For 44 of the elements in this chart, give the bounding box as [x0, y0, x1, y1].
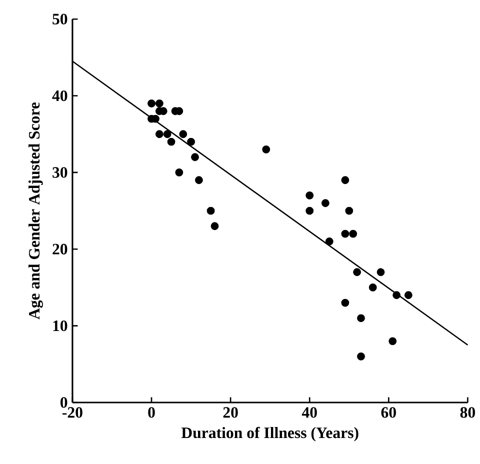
point	[194, 176, 203, 184]
y-axis-title: Age and Gender Adjusted Score	[28, 102, 43, 320]
point	[325, 237, 334, 246]
point	[179, 130, 188, 138]
y-tick-label: 20	[52, 244, 68, 254]
point	[206, 206, 215, 215]
point	[368, 283, 377, 292]
point	[167, 138, 176, 146]
y-tick-label: 50	[52, 14, 68, 24]
x-tick-label: -20	[62, 406, 82, 418]
point	[306, 191, 314, 200]
point	[306, 206, 314, 215]
point	[388, 336, 397, 345]
x-tick-label: 80	[460, 406, 476, 418]
x-tick-label: 40	[302, 406, 317, 418]
point	[187, 138, 195, 146]
point	[357, 314, 365, 322]
point	[341, 176, 350, 184]
y-tick-label: 30	[52, 166, 68, 178]
point	[353, 268, 361, 276]
x-tick-label: 20	[223, 406, 238, 418]
x-axis-title: Duration of Illness (Years)	[181, 426, 358, 442]
point	[191, 152, 199, 161]
point	[341, 230, 350, 238]
point	[404, 290, 412, 299]
point	[349, 230, 358, 238]
point	[262, 145, 270, 154]
x-tick-label: 60	[381, 406, 396, 418]
y-tick-label: 10	[53, 320, 68, 331]
point	[155, 99, 164, 108]
y-tick-label: 0	[60, 396, 68, 408]
point	[210, 222, 219, 230]
point	[175, 168, 184, 176]
point	[163, 130, 172, 138]
y-tick-label: 40	[52, 90, 68, 101]
point	[392, 290, 401, 299]
point	[321, 198, 330, 207]
point	[341, 298, 350, 307]
point	[376, 268, 385, 276]
point	[345, 206, 354, 215]
point	[357, 352, 365, 360]
x-tick-label: 0	[148, 406, 155, 418]
point	[155, 130, 164, 138]
point	[148, 99, 156, 108]
